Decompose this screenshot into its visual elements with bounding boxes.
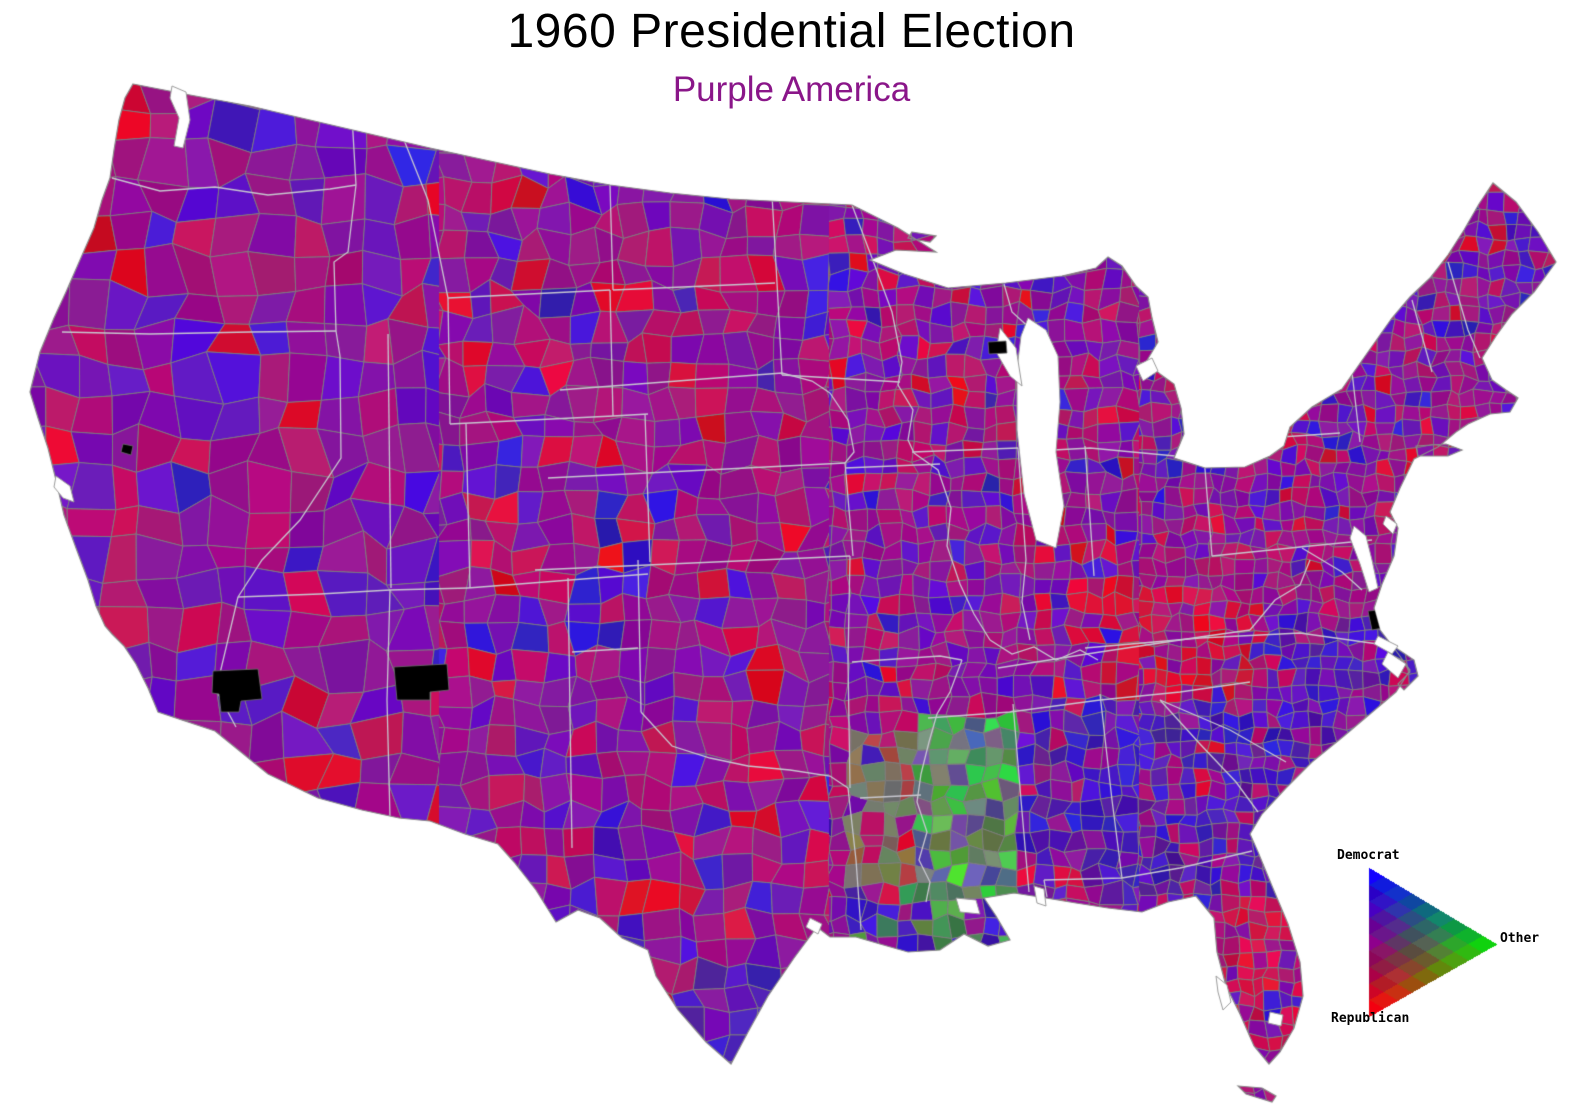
map-subtitle: Purple America xyxy=(672,70,911,109)
legend-label-other: Other xyxy=(1500,931,1540,946)
legend-label-democrat: Democrat xyxy=(1337,848,1400,863)
map-title: 1960 Presidential Election xyxy=(507,5,1076,58)
legend-triangle-canvas xyxy=(1352,858,1512,1028)
legend-label-republican: Republican xyxy=(1331,1011,1410,1026)
